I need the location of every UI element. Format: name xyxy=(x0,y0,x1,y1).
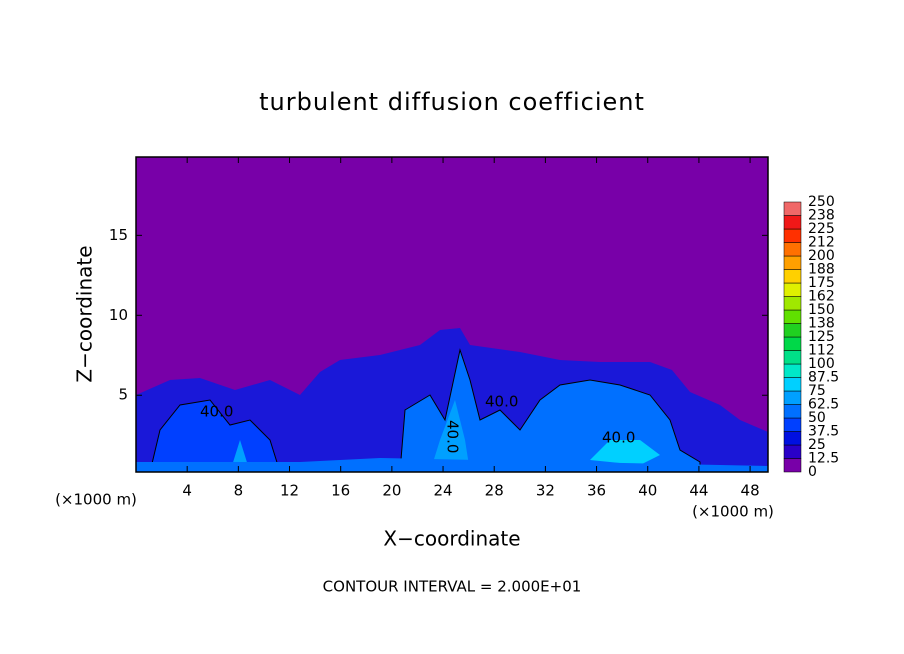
field-region xyxy=(590,440,660,465)
x-tick-label: 24 xyxy=(433,482,452,500)
x-tick-label: 8 xyxy=(234,482,244,500)
colorbar-label: 125 xyxy=(808,329,835,345)
colorbar-label: 175 xyxy=(808,275,835,291)
contour-label: 40.0 xyxy=(485,393,518,411)
x-tick-label: 32 xyxy=(536,482,555,500)
colorbar-label: 250 xyxy=(808,194,835,210)
colorbar-label: 150 xyxy=(808,302,835,318)
colorbar-label: 37.5 xyxy=(808,424,839,440)
colorbar-segment xyxy=(783,296,802,311)
x-tick-label: 48 xyxy=(741,482,760,500)
colorbar-label: 12.5 xyxy=(808,451,839,467)
x-tick-label: 28 xyxy=(485,482,504,500)
colorbar-segment xyxy=(783,228,802,243)
colorbar-segment xyxy=(783,350,802,365)
field-region xyxy=(136,458,768,472)
x-tick-label: 16 xyxy=(331,482,350,500)
colorbar-label: 200 xyxy=(808,248,835,264)
y-tick-label: 5 xyxy=(118,386,128,404)
x-unit-label: (×1000 m) xyxy=(692,503,774,521)
colorbar-label: 188 xyxy=(808,262,835,278)
colorbar-label: 87.5 xyxy=(808,370,839,386)
colorbar-segment xyxy=(783,323,802,338)
field-region xyxy=(149,399,281,473)
colorbar-label: 0 xyxy=(808,464,817,480)
colorbar-label: 25 xyxy=(808,437,826,453)
x-tick-label: 4 xyxy=(182,482,192,500)
colorbar-label: 62.5 xyxy=(808,397,839,413)
colorbar-segment xyxy=(783,404,802,419)
colorbar-segment xyxy=(783,363,802,378)
colorbar-label: 75 xyxy=(808,383,826,399)
colorbar-segment xyxy=(783,458,802,473)
colorbar-label: 100 xyxy=(808,356,835,372)
colorbar-segment xyxy=(783,282,802,297)
colorbar-label: 238 xyxy=(808,208,835,224)
x-axis-label: X−coordinate xyxy=(383,527,520,551)
contour-label: 40.0 xyxy=(444,420,462,453)
contour-label: 40.0 xyxy=(200,403,233,421)
colorbar-segment xyxy=(783,444,802,459)
y-tick-label: 15 xyxy=(109,226,128,244)
colorbar-label: 212 xyxy=(808,235,835,251)
colorbar-label: 112 xyxy=(808,343,835,359)
colorbar-label: 225 xyxy=(808,221,835,237)
x-unit-label: (×1000 m) xyxy=(55,491,137,509)
colorbar-label: 162 xyxy=(808,289,835,305)
colorbar-segment xyxy=(783,390,802,405)
colorbar-segment xyxy=(783,201,802,216)
colorbar-label: 50 xyxy=(808,410,826,426)
y-axis-label: Z−coordinate xyxy=(73,245,97,382)
x-tick-label: 36 xyxy=(587,482,606,500)
colorbar-segment xyxy=(783,215,802,230)
colorbar-segment xyxy=(783,255,802,270)
colorbar-segment xyxy=(783,309,802,324)
x-tick-label: 40 xyxy=(638,482,657,500)
contour-label: 40.0 xyxy=(602,429,635,447)
plot-area xyxy=(135,156,769,473)
contour-interval-note: CONTOUR INTERVAL = 2.000E+01 xyxy=(323,578,582,596)
colorbar-segment xyxy=(783,242,802,257)
colorbar-segment xyxy=(783,377,802,392)
colorbar-label: 138 xyxy=(808,316,835,332)
colorbar-segment xyxy=(783,269,802,284)
colorbar-segment xyxy=(783,431,802,446)
plot-frame xyxy=(135,156,769,473)
x-tick-label: 12 xyxy=(280,482,299,500)
chart-title: turbulent diffusion coefficient xyxy=(259,88,645,116)
x-tick-label: 44 xyxy=(689,482,708,500)
colorbar-segment xyxy=(783,336,802,351)
x-tick-label: 20 xyxy=(382,482,401,500)
field-region xyxy=(430,400,470,472)
y-tick-label: 10 xyxy=(109,306,128,324)
colorbar-segment xyxy=(783,417,802,432)
